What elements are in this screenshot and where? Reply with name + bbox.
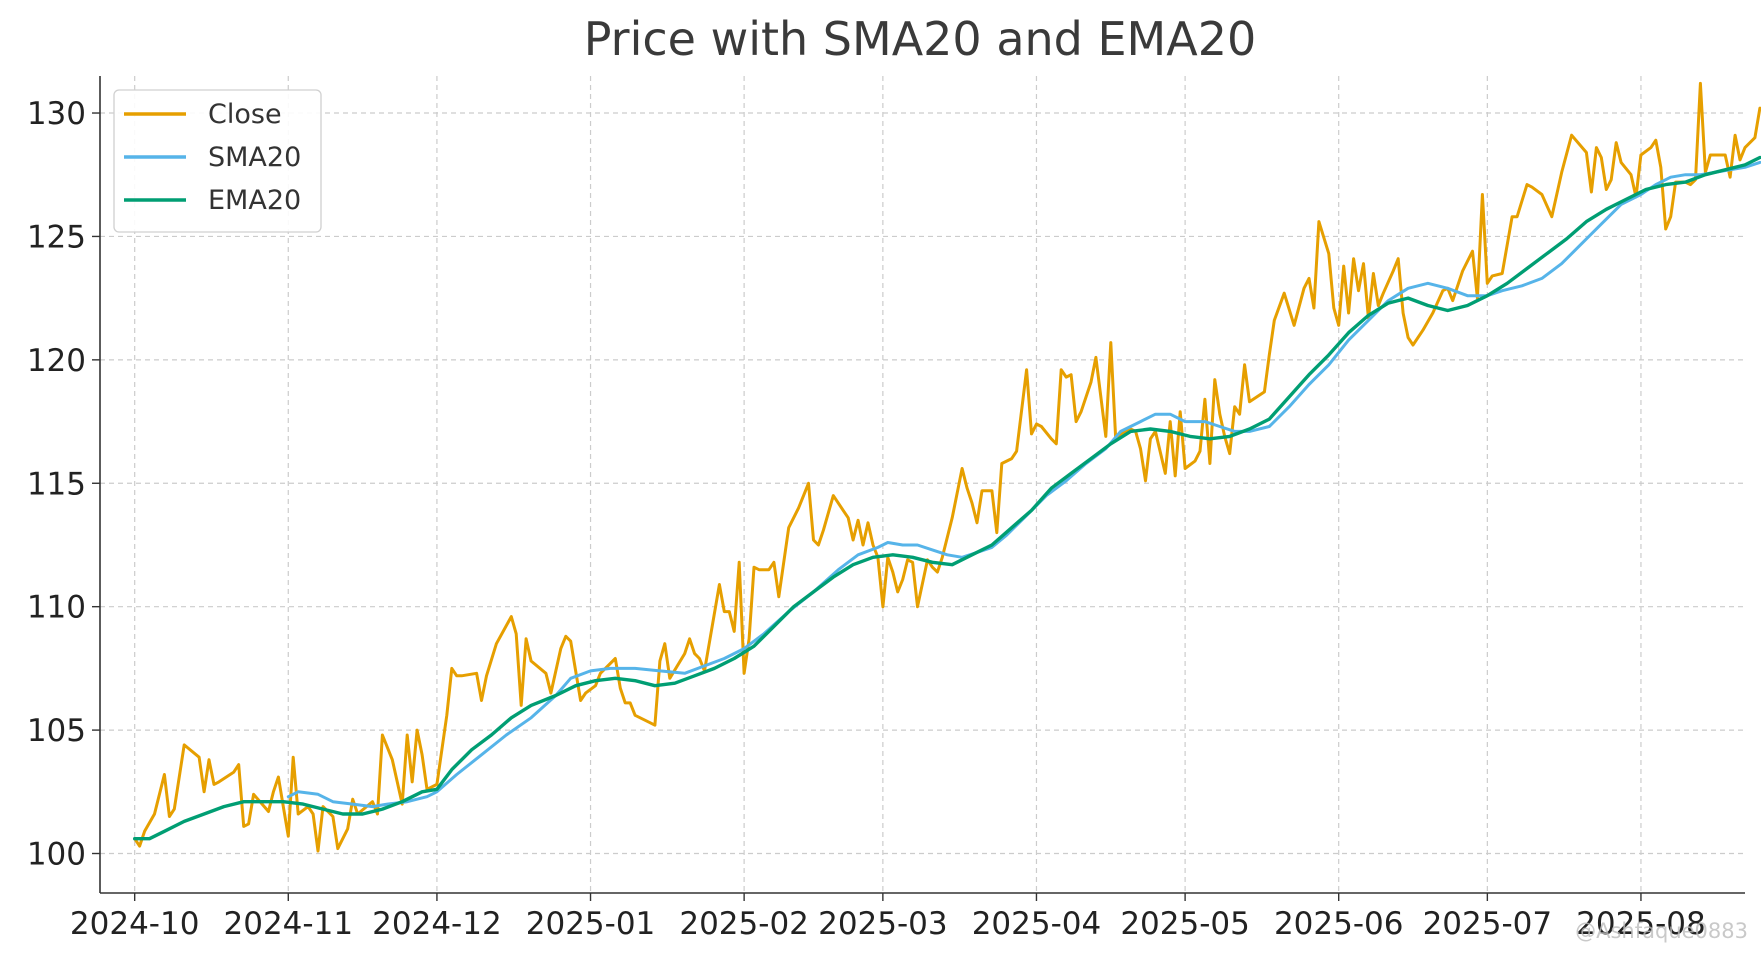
x-tick-label: 2025-01 <box>526 906 656 942</box>
legend-label-sma20: SMA20 <box>208 142 301 173</box>
grid-layer <box>100 76 1745 893</box>
axis-layer: 100 105 110 115 120 125 130 2024-10 2024-11 2024-… <box>27 96 1706 942</box>
x-tick-label: 2025-06 <box>1274 906 1404 942</box>
y-tick-label: 130 <box>27 96 86 132</box>
y-tick-label: 120 <box>27 343 86 379</box>
plot-frame <box>100 76 1745 893</box>
legend-box <box>113 89 322 233</box>
x-tick-label: 2025-02 <box>679 906 809 942</box>
series-layer <box>132 81 1761 853</box>
legend-label-close: Close <box>208 99 282 130</box>
x-tick-label: 2025-07 <box>1423 906 1553 942</box>
x-tick-label: 2024-11 <box>224 906 354 942</box>
y-tick-label: 125 <box>27 219 86 255</box>
x-tick-label: 2025-03 <box>818 906 948 942</box>
x-tick-label: 2025-05 <box>1120 906 1250 942</box>
legend-label-ema20: EMA20 <box>208 185 301 216</box>
x-tick-label: 2024-10 <box>70 906 200 942</box>
series-line-ema20 <box>132 155 1761 841</box>
y-tick-label: 115 <box>27 466 86 502</box>
x-tick-label: 2025-08 <box>1576 906 1706 942</box>
y-tick-label: 110 <box>27 590 86 626</box>
x-tick-label: 2024-12 <box>372 906 502 942</box>
y-tick-label: 105 <box>27 713 86 749</box>
legend: Close SMA20 EMA20 <box>113 89 322 233</box>
x-tick-label: 2025-04 <box>972 906 1102 942</box>
series-line-close <box>133 81 1761 853</box>
watermark: @Ashfaque0883 <box>1575 919 1748 943</box>
chart-title: Price with SMA20 and EMA20 <box>584 12 1256 66</box>
y-tick-label: 100 <box>27 837 86 873</box>
